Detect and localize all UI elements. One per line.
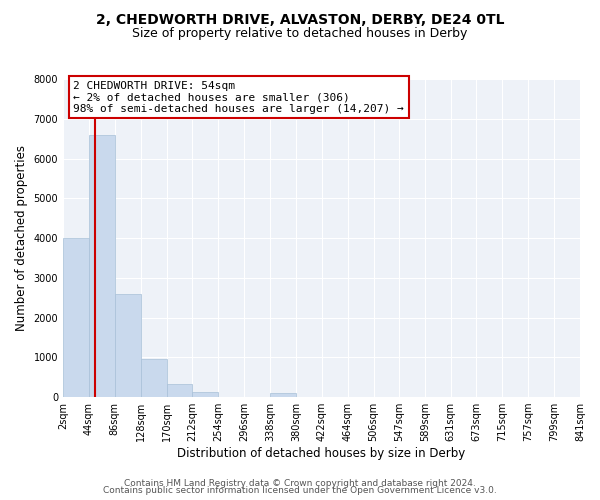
Text: Contains public sector information licensed under the Open Government Licence v3: Contains public sector information licen… (103, 486, 497, 495)
Text: 2 CHEDWORTH DRIVE: 54sqm
← 2% of detached houses are smaller (306)
98% of semi-d: 2 CHEDWORTH DRIVE: 54sqm ← 2% of detache… (73, 80, 404, 114)
Text: Size of property relative to detached houses in Derby: Size of property relative to detached ho… (133, 28, 467, 40)
Bar (193, 392, 218, 397)
Text: Contains HM Land Registry data © Crown copyright and database right 2024.: Contains HM Land Registry data © Crown c… (124, 478, 476, 488)
Bar (140, 360, 167, 397)
Bar (63, 238, 89, 397)
Bar (167, 384, 193, 397)
Bar (115, 294, 140, 397)
X-axis label: Distribution of detached houses by size in Derby: Distribution of detached houses by size … (178, 447, 466, 460)
Y-axis label: Number of detached properties: Number of detached properties (15, 145, 28, 331)
Bar (89, 134, 115, 397)
Bar (270, 393, 296, 397)
Text: 2, CHEDWORTH DRIVE, ALVASTON, DERBY, DE24 0TL: 2, CHEDWORTH DRIVE, ALVASTON, DERBY, DE2… (96, 12, 504, 26)
